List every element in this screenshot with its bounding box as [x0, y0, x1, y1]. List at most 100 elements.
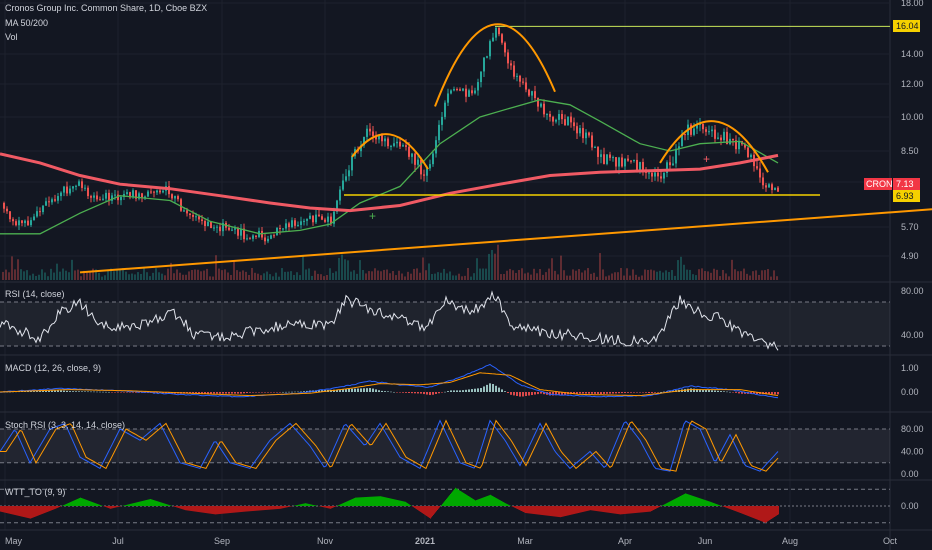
chart-title: Cronos Group Inc. Common Share, 1D, Cboe… [5, 3, 207, 13]
wtt-bar [124, 505, 125, 506]
volume-bar [212, 276, 214, 280]
wtt-bar [655, 506, 656, 509]
wtt-bar [53, 506, 54, 510]
wtt-bar [665, 503, 666, 506]
wtt-bar [699, 498, 700, 506]
macd-histogram-bar [603, 392, 605, 394]
macd-histogram-bar [54, 390, 56, 392]
macd-histogram-bar [753, 392, 755, 394]
wtt-bar [685, 493, 686, 506]
wtt-bar [125, 505, 126, 506]
volume-bar [248, 274, 250, 280]
candle-body [663, 173, 665, 179]
wtt-bar [347, 501, 348, 506]
candle-body [84, 187, 86, 189]
wtt-bar [647, 506, 648, 512]
wtt-bar [113, 506, 114, 509]
macd-histogram-bar [201, 392, 203, 394]
volume-bar [716, 269, 718, 280]
volume-bar [632, 269, 634, 280]
stoch-rsi-pane[interactable] [0, 419, 890, 472]
candle-body [432, 153, 434, 165]
wtt-bar [109, 506, 110, 509]
macd-pane[interactable] [0, 363, 779, 399]
volume-bar [257, 273, 259, 280]
candle-body [42, 205, 44, 213]
wtt-bar [478, 499, 479, 506]
macd-histogram-bar [387, 391, 389, 392]
wtt-bar [547, 506, 548, 516]
candle-body [129, 192, 131, 198]
wtt-bar [246, 506, 247, 512]
candle-body [744, 144, 746, 148]
trend-line [79, 208, 932, 274]
macd-histogram-bar [657, 392, 659, 393]
volume-bar [191, 269, 193, 280]
macd-histogram-bar [744, 392, 746, 394]
price-pane[interactable]: ++ [0, 23, 932, 274]
volume-bar [38, 274, 40, 280]
wtt-bar [229, 506, 230, 514]
volume-bar [572, 269, 574, 280]
wtt-pane[interactable] [0, 487, 890, 524]
wtt-bar [63, 505, 64, 506]
candle-body [513, 65, 515, 77]
macd-histogram-bar [417, 392, 419, 394]
wtt-bar [244, 506, 245, 512]
volume-bar [383, 269, 385, 280]
volume-bar [164, 275, 166, 280]
macd-histogram-bar [69, 391, 71, 392]
wtt-bar [231, 506, 232, 513]
wtt-bar [512, 506, 513, 507]
wtt-bar [747, 506, 748, 516]
wtt-bar [183, 506, 184, 510]
volume-bar [338, 257, 340, 280]
time-axis[interactable]: May Jul Sep Nov 2021 Mar Apr Jun Aug Oct [5, 536, 897, 546]
volume-bar [452, 275, 454, 280]
wtt-bar [452, 491, 453, 506]
wtt-bar [139, 501, 140, 506]
wtt-bar [14, 506, 15, 515]
wtt-bar [369, 496, 370, 506]
macd-histogram-bar [696, 388, 698, 392]
wtt-bar [92, 502, 93, 506]
wtt-bar [605, 506, 606, 513]
wtt-bar [651, 506, 652, 512]
macd-histogram-bar [63, 390, 65, 392]
wtt-bar [659, 506, 660, 507]
wtt-bar [615, 506, 616, 514]
candle-body [69, 188, 71, 194]
candle-body [657, 172, 659, 177]
wtt-bar [324, 506, 325, 508]
candle-body [552, 116, 554, 122]
wtt-bar [764, 506, 765, 523]
candle-body [294, 220, 296, 226]
macd-histogram-bar [360, 388, 362, 392]
wtt-bar [52, 506, 53, 510]
candle-body [549, 114, 551, 117]
legend-vol: Vol [5, 32, 18, 42]
volume-bar [416, 268, 418, 280]
wtt-bar [704, 499, 705, 506]
rsi-pane[interactable] [0, 290, 890, 351]
wtt-bar [646, 506, 647, 512]
wtt-bar [591, 506, 592, 511]
wtt-bar [734, 506, 735, 511]
wtt-bar [528, 506, 529, 514]
macd-histogram-bar [39, 390, 41, 392]
volume-bar [194, 269, 196, 280]
macd-histogram-bar [276, 392, 278, 393]
wtt-bar [726, 506, 727, 508]
wtt-bar [208, 506, 209, 514]
macd-tick-label: 1.00 [901, 363, 919, 373]
candle-body [636, 159, 638, 173]
wtt-bar [439, 506, 440, 508]
candle-body [555, 119, 557, 122]
wtt-bar [89, 500, 90, 506]
wtt-bar [414, 506, 415, 508]
volume-bar [602, 269, 604, 280]
macd-histogram-bar [489, 383, 491, 392]
volume-bar [752, 271, 754, 280]
wtt-bar [708, 501, 709, 506]
